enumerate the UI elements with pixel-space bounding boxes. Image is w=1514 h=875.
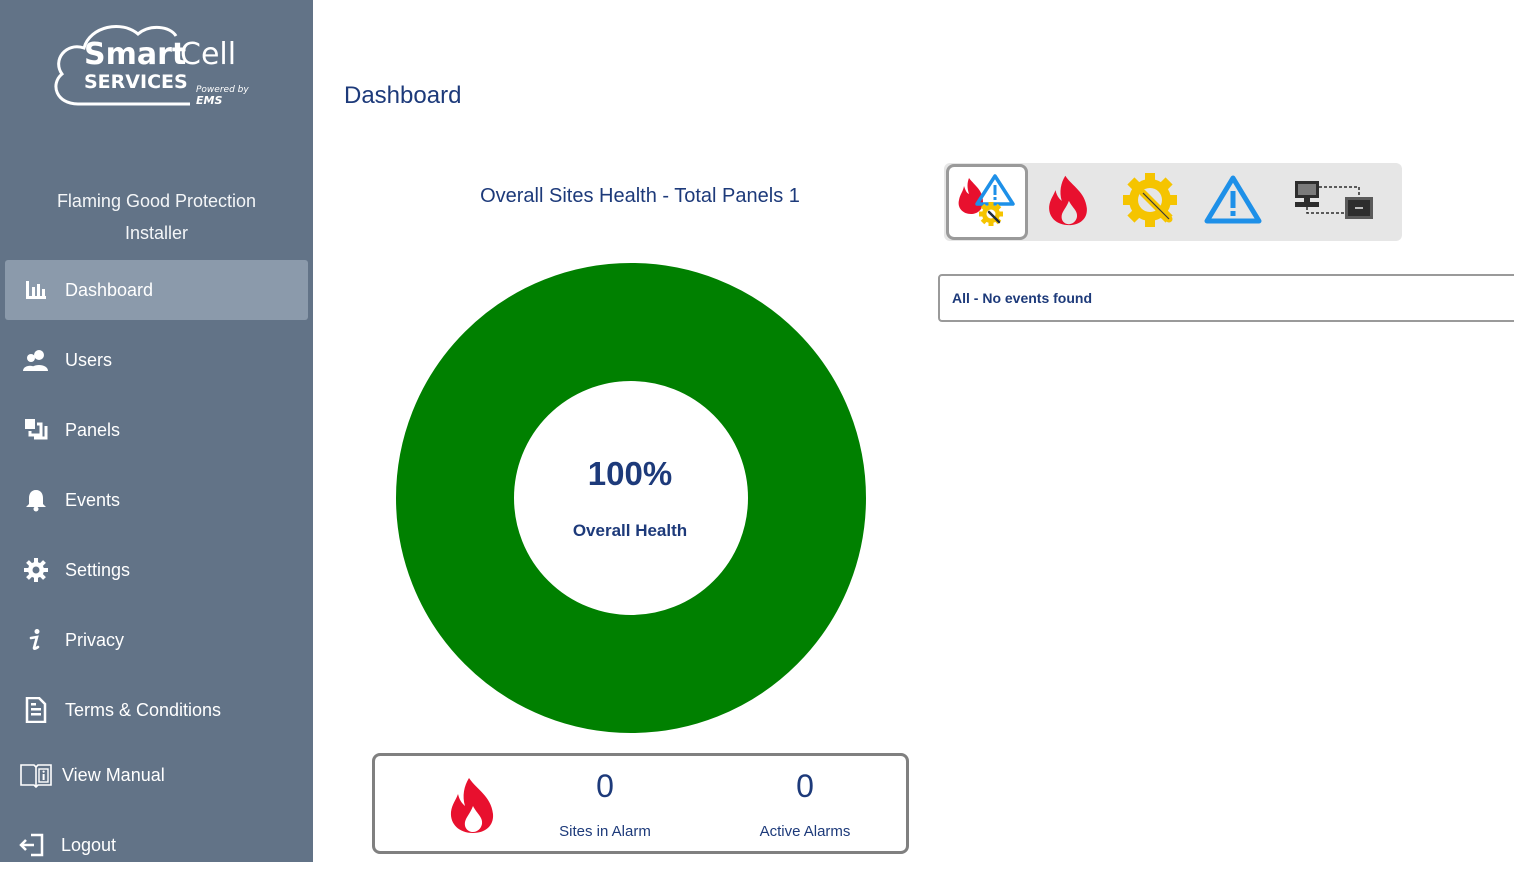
sidebar-item-label: Settings: [65, 559, 131, 580]
health-label: Overall Health: [572, 521, 688, 540]
svg-text:Powered by: Powered by: [196, 85, 249, 95]
info-icon: [23, 627, 49, 653]
sidebar-item-label: Privacy: [65, 629, 125, 650]
sidebar-item-label: Logout: [61, 834, 117, 855]
sidebar: Smart Cell SERVICES Powered by EMS Flami…: [0, 0, 313, 862]
users-icon: [23, 347, 49, 373]
svg-text:EMS: EMS: [196, 94, 222, 107]
filter-all-button[interactable]: [946, 164, 1028, 240]
filter-warning-button[interactable]: [1192, 163, 1274, 241]
event-filter-bar: [944, 163, 1402, 241]
sidebar-item-label: Panels: [65, 419, 121, 440]
sidebar-item-terms[interactable]: Terms & Conditions: [5, 680, 308, 740]
sidebar-item-label: Users: [65, 349, 113, 370]
sidebar-item-label: Terms & Conditions: [65, 699, 222, 720]
sidebar-item-panels[interactable]: Panels: [5, 400, 308, 460]
svg-text:SERVICES: SERVICES: [84, 71, 188, 93]
health-chart-title: Overall Sites Health - Total Panels 1: [480, 185, 800, 207]
sidebar-item-dashboard[interactable]: Dashboard: [5, 260, 308, 320]
alarm-summary: 0 Sites in Alarm 0 Active Alarms: [372, 753, 909, 854]
active-alarms-count: 0: [796, 768, 814, 804]
events-list: All - No events found: [938, 274, 1514, 322]
organization-name: Flaming Good Protection: [56, 191, 257, 211]
sidebar-item-label: View Manual: [62, 764, 165, 785]
sites-in-alarm-count: 0: [596, 768, 614, 804]
organization-info: Flaming Good Protection Installer: [0, 185, 313, 249]
sidebar-item-logout[interactable]: Logout: [5, 815, 308, 875]
logout-icon: [19, 832, 45, 858]
sidebar-item-events[interactable]: Events: [5, 470, 308, 530]
page-title: Dashboard: [344, 82, 462, 109]
document-icon: [23, 697, 49, 723]
fault-icon: [1121, 171, 1179, 234]
panels-icon: [23, 417, 49, 443]
sidebar-item-users[interactable]: Users: [5, 330, 308, 390]
filter-fire-button[interactable]: [1027, 163, 1109, 241]
sidebar-item-settings[interactable]: Settings: [5, 540, 308, 600]
svg-text:Cell: Cell: [180, 37, 236, 72]
active-alarms-label: Active Alarms: [759, 823, 851, 840]
bar-chart-icon: [23, 277, 49, 303]
fire-icon: [1045, 174, 1091, 231]
health-donut-ring: [396, 263, 866, 733]
gear-icon: [23, 557, 49, 583]
filter-fault-button[interactable]: [1109, 163, 1191, 241]
health-donut-chart: [396, 263, 866, 733]
warning-icon: [1204, 175, 1262, 230]
sites-in-alarm-label: Sites in Alarm: [559, 823, 651, 840]
manual-icon: [19, 762, 53, 788]
sidebar-item-view-manual[interactable]: View Manual: [5, 745, 308, 805]
filter-communication-button[interactable]: [1284, 163, 1384, 241]
all-events-icon: [957, 172, 1017, 233]
sidebar-item-label: Dashboard: [65, 279, 154, 300]
bell-icon: [23, 487, 49, 513]
smartcell-logo: Smart Cell SERVICES Powered by EMS: [50, 22, 260, 112]
sidebar-item-privacy[interactable]: Privacy: [5, 610, 308, 670]
events-empty-message: All - No events found: [952, 290, 1092, 306]
fire-icon: [447, 776, 497, 839]
communication-icon: [1293, 179, 1375, 226]
user-role: Installer: [124, 223, 189, 243]
sidebar-item-label: Events: [65, 489, 121, 510]
health-percentage: 100%: [587, 455, 673, 492]
svg-text:Smart: Smart: [84, 37, 186, 72]
